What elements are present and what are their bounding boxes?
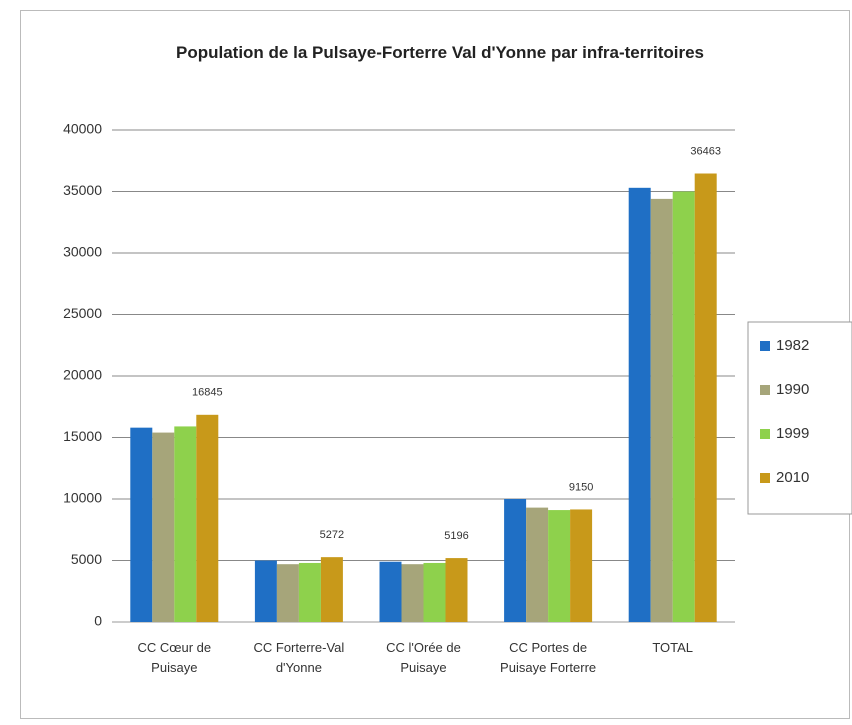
y-tick-label: 5000 [71,551,102,567]
y-tick-label: 20000 [63,367,102,383]
bar [548,510,571,622]
x-tick-label: TOTAL [652,640,694,655]
bar [650,198,673,622]
bar [254,560,277,622]
bar [196,414,219,622]
bar [152,432,175,622]
y-tick-label: 30000 [63,244,102,260]
bar [298,562,321,622]
y-tick-label: 0 [94,613,102,629]
x-tick-label: CC Forterre-Val d'Yonne [253,640,345,675]
bar [401,564,424,622]
y-tick-label: 10000 [63,490,102,506]
bar [526,507,549,622]
legend-label: 1999 [776,425,809,442]
bar [130,427,153,622]
bar [694,173,717,622]
y-tick-label: 40000 [63,121,102,137]
bar [423,562,446,622]
legend-label: 1990 [776,381,809,398]
bar [276,564,299,622]
chart-title: Population de la Pulsaye-Forterre Val d'… [175,43,705,62]
legend-swatch [760,341,770,351]
y-tick-label: 25000 [63,305,102,321]
data-label: 9150 [569,481,593,493]
legend-label: 2010 [776,469,809,486]
x-tick-label: CC l'Orée de Puisaye [386,640,461,675]
data-label: 16845 [192,387,223,399]
bar [504,499,527,622]
data-label: 5196 [444,530,468,542]
legend-swatch [760,385,770,395]
bar [174,426,197,622]
y-tick-label: 35000 [63,182,102,198]
bar [570,509,593,622]
data-label: 36463 [690,145,721,157]
legend-label: 1982 [776,337,809,354]
bar [672,191,695,622]
x-tick-label: CC Cœur de Puisaye [137,640,212,675]
bar [320,557,343,622]
legend-swatch [760,473,770,483]
y-tick-label: 15000 [63,428,102,444]
bar [379,561,402,622]
data-label: 5272 [320,529,344,541]
bar [628,187,651,622]
legend-swatch [760,429,770,439]
x-tick-label: CC Portes de Puisaye Forterre [500,640,597,675]
bar [445,558,468,622]
